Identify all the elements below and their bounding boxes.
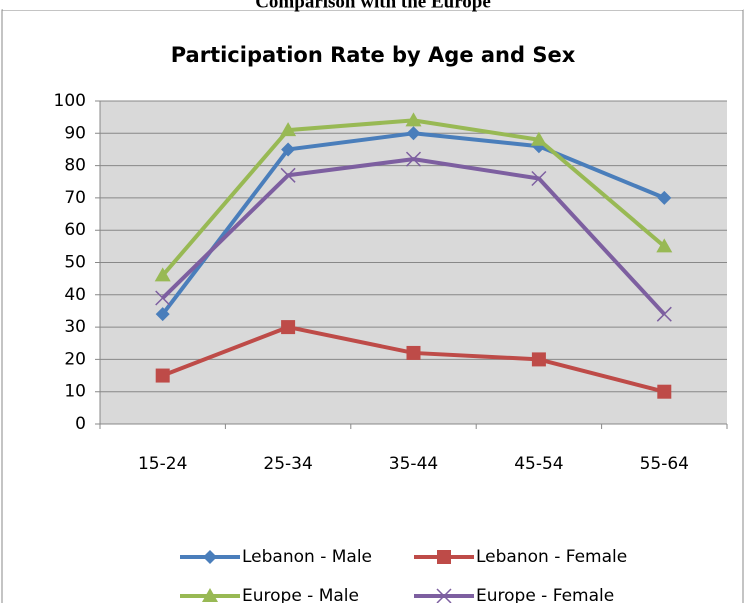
point bbox=[280, 167, 296, 183]
y-tick-label: 60 bbox=[64, 220, 86, 240]
point bbox=[280, 122, 297, 137]
point bbox=[155, 307, 170, 322]
point bbox=[657, 190, 672, 205]
point bbox=[657, 384, 672, 399]
header: Comparison with the Europe bbox=[255, 0, 491, 12]
point bbox=[155, 368, 170, 383]
x-tick-label: 35-44 bbox=[389, 454, 438, 474]
legend-marker bbox=[436, 588, 452, 603]
legend-marker bbox=[437, 550, 451, 564]
y-tick-label: 40 bbox=[64, 285, 86, 305]
point bbox=[531, 352, 546, 367]
x-tick-label: 25-34 bbox=[263, 454, 312, 474]
point bbox=[281, 142, 296, 157]
point bbox=[531, 170, 547, 187]
x-tick-label: 15-24 bbox=[138, 454, 187, 474]
x-tick-label: 55-64 bbox=[640, 454, 689, 474]
legend-label: Lebanon - Female bbox=[476, 547, 627, 567]
point bbox=[405, 151, 422, 167]
legend-label: Europe - Male bbox=[242, 586, 359, 603]
legend-label: Europe - Female bbox=[476, 586, 614, 603]
y-tick-label: 90 bbox=[64, 123, 86, 143]
y-tick-label: 80 bbox=[64, 156, 86, 176]
y-tick-label: 100 bbox=[54, 91, 86, 111]
point bbox=[155, 290, 171, 306]
point bbox=[656, 306, 672, 322]
point bbox=[530, 131, 547, 146]
point bbox=[406, 345, 421, 360]
y-tick-label: 0 bbox=[75, 414, 86, 434]
y-tick-label: 20 bbox=[64, 349, 86, 369]
y-tick-label: 50 bbox=[64, 253, 86, 273]
y-tick-label: 70 bbox=[64, 188, 86, 208]
x-tick-label: 45-54 bbox=[514, 454, 563, 474]
point bbox=[656, 238, 673, 253]
point bbox=[405, 112, 422, 127]
point bbox=[154, 267, 171, 282]
y-tick-label: 10 bbox=[64, 382, 86, 402]
y-tick-label: 30 bbox=[64, 317, 86, 337]
header-bg bbox=[3, 0, 743, 10]
point bbox=[406, 126, 421, 141]
chart-title: Participation Rate by Age and Sex bbox=[171, 43, 576, 67]
legend-label: Lebanon - Male bbox=[242, 547, 372, 567]
legend-marker bbox=[202, 588, 218, 602]
point bbox=[281, 320, 296, 335]
legend-marker bbox=[203, 550, 217, 564]
